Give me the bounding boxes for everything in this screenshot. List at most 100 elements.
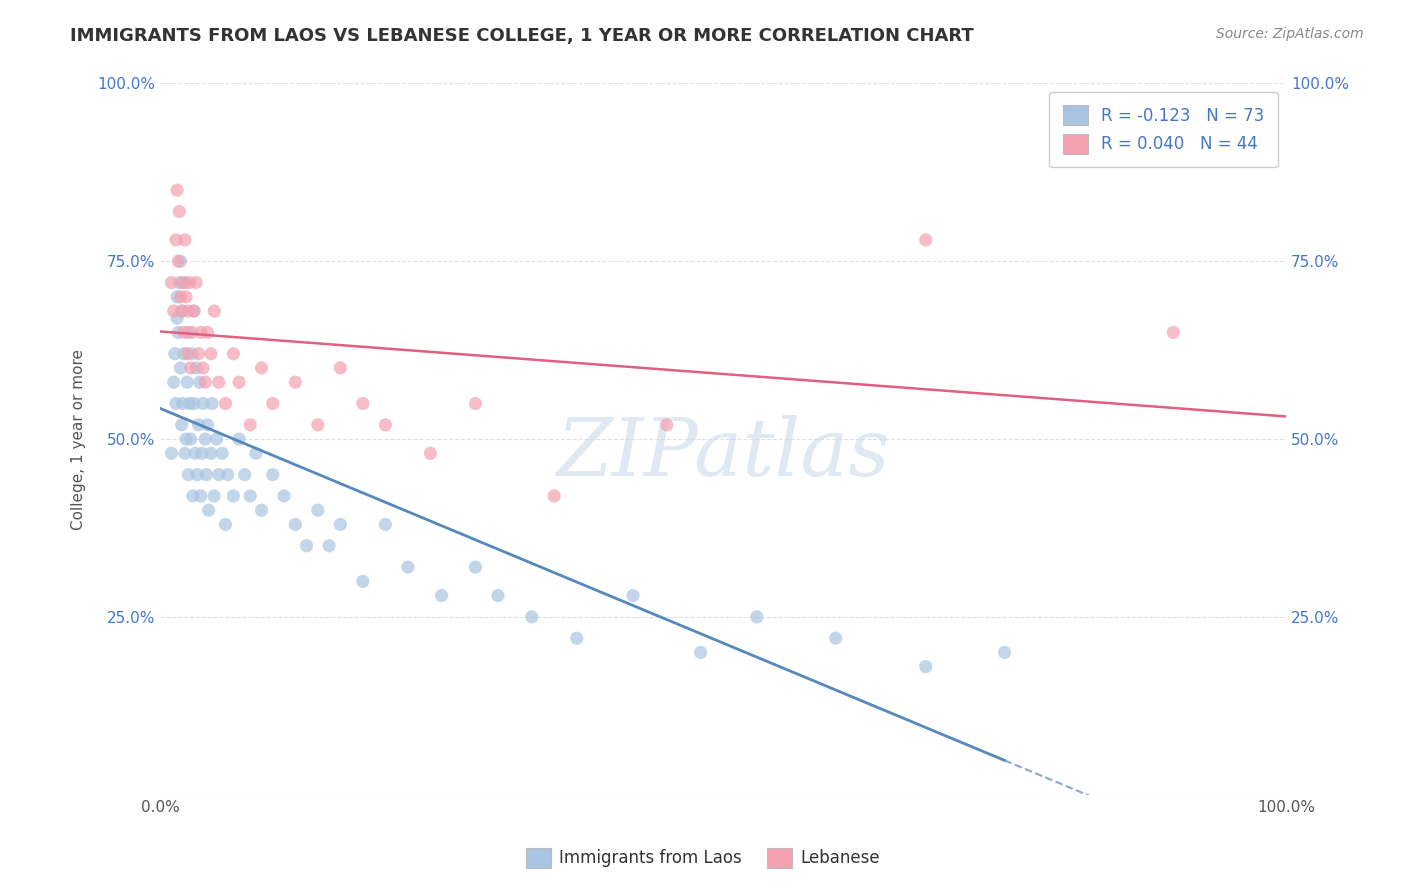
Point: [197, 417, 219, 432]
Point: [174, 290, 197, 304]
Point: [520, 610, 543, 624]
Point: [419, 446, 441, 460]
Point: [181, 489, 204, 503]
Point: [201, 396, 224, 410]
Point: [172, 396, 194, 410]
Point: [180, 432, 202, 446]
Point: [194, 432, 217, 446]
Point: [914, 659, 936, 673]
Point: [250, 360, 273, 375]
Point: [174, 446, 197, 460]
Point: [745, 610, 768, 624]
Point: [211, 446, 233, 460]
Point: [174, 432, 197, 446]
Point: [914, 233, 936, 247]
Point: [655, 417, 678, 432]
Point: [233, 467, 256, 482]
Point: [163, 304, 186, 318]
Point: [179, 396, 201, 410]
Point: [173, 347, 195, 361]
Point: [191, 396, 214, 410]
Point: [396, 560, 419, 574]
Point: [197, 503, 219, 517]
Point: [165, 233, 187, 247]
Point: [188, 375, 211, 389]
Point: [374, 517, 396, 532]
Point: [329, 517, 352, 532]
Text: ZIPatlas: ZIPatlas: [557, 415, 890, 492]
Point: [160, 446, 183, 460]
Point: [208, 467, 231, 482]
Point: [689, 645, 711, 659]
Point: [169, 254, 191, 268]
Point: [430, 589, 453, 603]
Point: [464, 560, 486, 574]
Point: [187, 347, 209, 361]
Point: [228, 375, 250, 389]
Point: [228, 432, 250, 446]
Point: [174, 233, 197, 247]
Point: [543, 489, 565, 503]
Point: [169, 276, 191, 290]
Point: [177, 326, 200, 340]
Point: [214, 517, 236, 532]
Point: [464, 396, 486, 410]
Legend: R = -0.123   N = 73, R = 0.040   N = 44: R = -0.123 N = 73, R = 0.040 N = 44: [1049, 92, 1278, 168]
Point: [186, 276, 208, 290]
Point: [262, 467, 284, 482]
Point: [169, 204, 191, 219]
Point: [169, 360, 191, 375]
Point: [183, 304, 205, 318]
Point: [174, 276, 197, 290]
Point: [214, 396, 236, 410]
Point: [217, 467, 239, 482]
Point: [352, 574, 374, 589]
Point: [170, 417, 193, 432]
Text: Source: ZipAtlas.com: Source: ZipAtlas.com: [1216, 27, 1364, 41]
Point: [284, 375, 307, 389]
Point: [239, 489, 262, 503]
Point: [170, 304, 193, 318]
Point: [184, 446, 207, 460]
Point: [250, 503, 273, 517]
Point: [186, 360, 208, 375]
Point: [190, 489, 212, 503]
Point: [565, 631, 588, 645]
Point: [191, 446, 214, 460]
Point: [200, 347, 222, 361]
Point: [1163, 326, 1185, 340]
Point: [191, 360, 214, 375]
Point: [167, 254, 190, 268]
Point: [295, 539, 318, 553]
Point: [173, 326, 195, 340]
Point: [163, 347, 186, 361]
Point: [197, 326, 219, 340]
Point: [307, 503, 329, 517]
Point: [165, 396, 187, 410]
Point: [172, 276, 194, 290]
Point: [245, 446, 267, 460]
Point: [176, 375, 198, 389]
Point: [166, 183, 188, 197]
Point: [824, 631, 846, 645]
Point: [177, 304, 200, 318]
Point: [177, 467, 200, 482]
Point: [205, 432, 228, 446]
Point: [486, 589, 509, 603]
Y-axis label: College, 1 year or more: College, 1 year or more: [72, 349, 86, 530]
Point: [160, 276, 183, 290]
Point: [183, 304, 205, 318]
Point: [180, 347, 202, 361]
Point: [222, 347, 245, 361]
Point: [190, 326, 212, 340]
Point: [180, 326, 202, 340]
Point: [202, 489, 225, 503]
Point: [179, 276, 201, 290]
Point: [621, 589, 644, 603]
Text: IMMIGRANTS FROM LAOS VS LEBANESE COLLEGE, 1 YEAR OR MORE CORRELATION CHART: IMMIGRANTS FROM LAOS VS LEBANESE COLLEGE…: [70, 27, 974, 45]
Point: [169, 290, 191, 304]
Point: [167, 326, 190, 340]
Point: [239, 417, 262, 432]
Point: [163, 375, 186, 389]
Point: [180, 360, 202, 375]
